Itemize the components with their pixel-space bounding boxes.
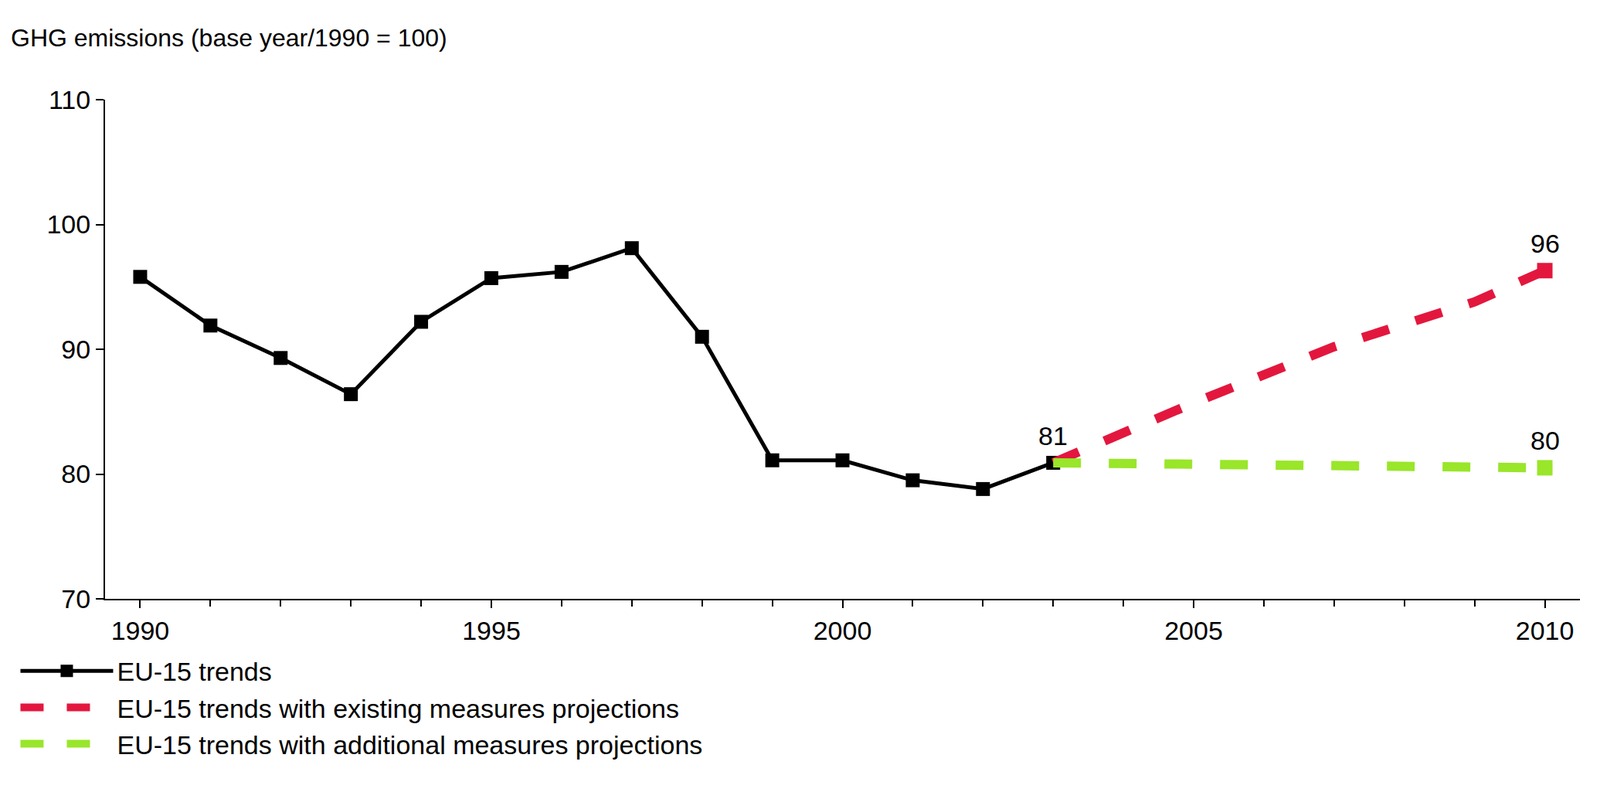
svg-text:1995: 1995 [461,615,521,646]
svg-text:1990: 1990 [111,615,170,646]
svg-text:EU-15 trends with existing mea: EU-15 trends with existing measures proj… [116,693,680,724]
svg-text:70: 70 [61,584,91,614]
svg-text:90: 90 [61,334,91,364]
svg-text:80: 80 [61,458,91,489]
svg-text:GHG emissions (base year/1990: GHG emissions (base year/1990 = 100) [10,23,448,52]
svg-text:EU-15 trends: EU-15 trends [116,656,272,687]
svg-text:EU-15 trends with additional m: EU-15 trends with additional measures pr… [116,730,703,760]
svg-text:110: 110 [48,84,91,115]
svg-text:2000: 2000 [813,615,873,646]
svg-text:80: 80 [1530,425,1560,456]
svg-text:81: 81 [1038,421,1068,451]
svg-text:96: 96 [1530,228,1560,259]
svg-text:2010: 2010 [1515,615,1575,646]
svg-text:100: 100 [46,209,91,239]
svg-text:2005: 2005 [1164,615,1223,646]
